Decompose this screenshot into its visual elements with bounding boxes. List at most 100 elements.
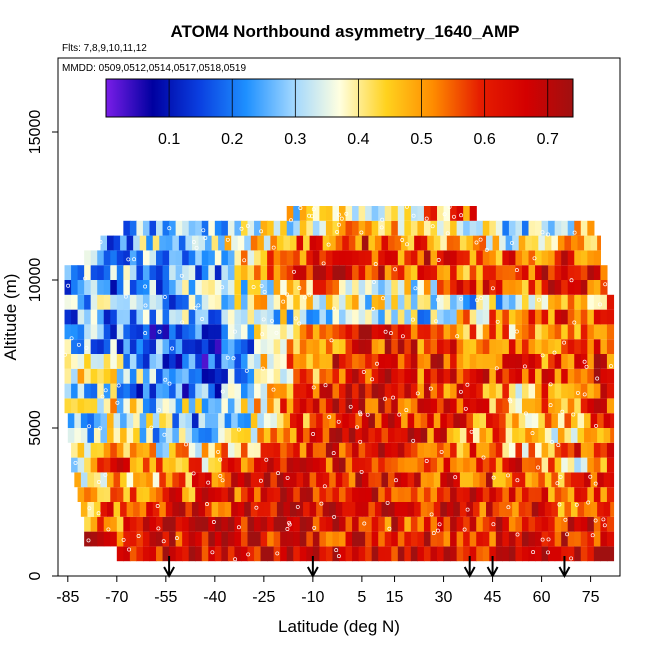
heatmap-cell [339,487,347,502]
heatmap-cell [580,309,588,325]
sample-marker [274,330,279,335]
sample-marker [387,526,392,531]
heatmap-cell [456,220,464,236]
heatmap-cell [182,516,190,532]
sample-marker [434,319,439,324]
heatmap-cell [142,516,151,532]
heatmap-cell [404,250,412,266]
heatmap-cell [502,265,510,280]
heatmap-cell [437,546,445,562]
heatmap-cell [280,457,288,473]
heatmap-cell [577,472,585,488]
heatmap-cell [136,383,144,399]
heatmap-cell [456,250,464,266]
heatmap-cell [100,428,108,443]
heatmap-cell [156,354,164,369]
heatmap-cell [260,383,268,399]
heatmap-cell [443,457,451,473]
sample-marker [355,425,359,430]
heatmap-cell [156,250,164,266]
heatmap-cell [463,280,471,295]
heatmap-cell [521,546,530,562]
heatmap-cell [358,516,366,532]
heatmap-cell [525,235,533,251]
heatmap-cell [564,235,572,251]
heatmap-cell [116,398,124,414]
heatmap-cell [339,265,347,280]
heatmap-cell [482,324,490,340]
heatmap-cell [345,324,353,340]
heatmap-cell [482,487,490,502]
heatmap-cell [224,502,232,517]
heatmap-cell [580,487,588,502]
heatmap-cell [394,413,402,428]
heatmap-cell [303,428,311,443]
heatmap-cell [535,383,543,399]
heatmap-cell [476,516,484,532]
heatmap-cell [548,383,556,399]
sample-marker [62,352,67,357]
heatmap-cell [116,294,124,310]
heatmap-cell [499,235,507,251]
heatmap-cell [469,339,477,354]
heatmap-cell [606,309,615,325]
sample-marker [491,475,496,480]
heatmap-cell [355,428,363,443]
heatmap-cell [227,339,236,354]
heatmap-cell [306,339,314,354]
heatmap-cell [489,339,497,354]
heatmap-cell [260,487,268,502]
sample-marker [307,292,312,297]
heatmap-cell [423,294,432,310]
heatmap-cell [535,531,543,547]
heatmap-cell [116,383,124,399]
sample-marker [393,267,398,272]
heatmap-cell [129,354,138,369]
heatmap-cell [227,487,236,502]
heatmap-cell [365,220,373,236]
sample-marker [246,552,251,557]
heatmap-cell [149,383,157,399]
heatmap-cell [332,368,340,384]
heatmap-cell [345,368,353,384]
heatmap-cell [580,398,588,414]
sample-marker [194,245,199,250]
heatmap-cell [201,368,209,384]
sample-marker [285,527,290,531]
sample-marker [475,298,479,303]
y-tick-label: 0 [27,571,44,580]
heatmap-cell [208,220,216,236]
heatmap-cell [548,265,556,280]
heatmap-cell [495,398,503,414]
heatmap-cell [600,531,608,547]
heatmap-cell [417,220,425,236]
x-tick-label: -85 [56,589,79,606]
heatmap-cell [306,265,314,280]
heatmap-cell [113,472,121,488]
heatmap-cell [345,206,353,221]
heatmap-cell [423,324,432,340]
heatmap-cell [332,487,340,502]
heatmap-cell [97,280,105,295]
heatmap-cell [482,398,490,414]
heatmap-cell [528,265,536,280]
heatmap-cell [593,398,601,414]
heatmap-cell [352,250,360,266]
heatmap-cell [149,457,157,473]
heatmap-cell [456,383,464,399]
colorbar-tick-label: 0.5 [410,131,432,148]
heatmap-cell [146,428,154,443]
heatmap-cell [247,309,255,325]
sample-marker [397,412,402,417]
heatmap-cell [430,324,438,340]
heatmap-cell [260,516,268,532]
heatmap-cell [201,339,209,354]
heatmap-cell [384,531,392,547]
heatmap-cell [391,206,399,221]
heatmap-cell [234,516,242,532]
heatmap-cell [296,472,304,488]
heatmap-cell [397,220,405,236]
heatmap-cell [538,472,546,488]
heatmap-cell [227,294,236,310]
heatmap-cell [250,428,258,443]
